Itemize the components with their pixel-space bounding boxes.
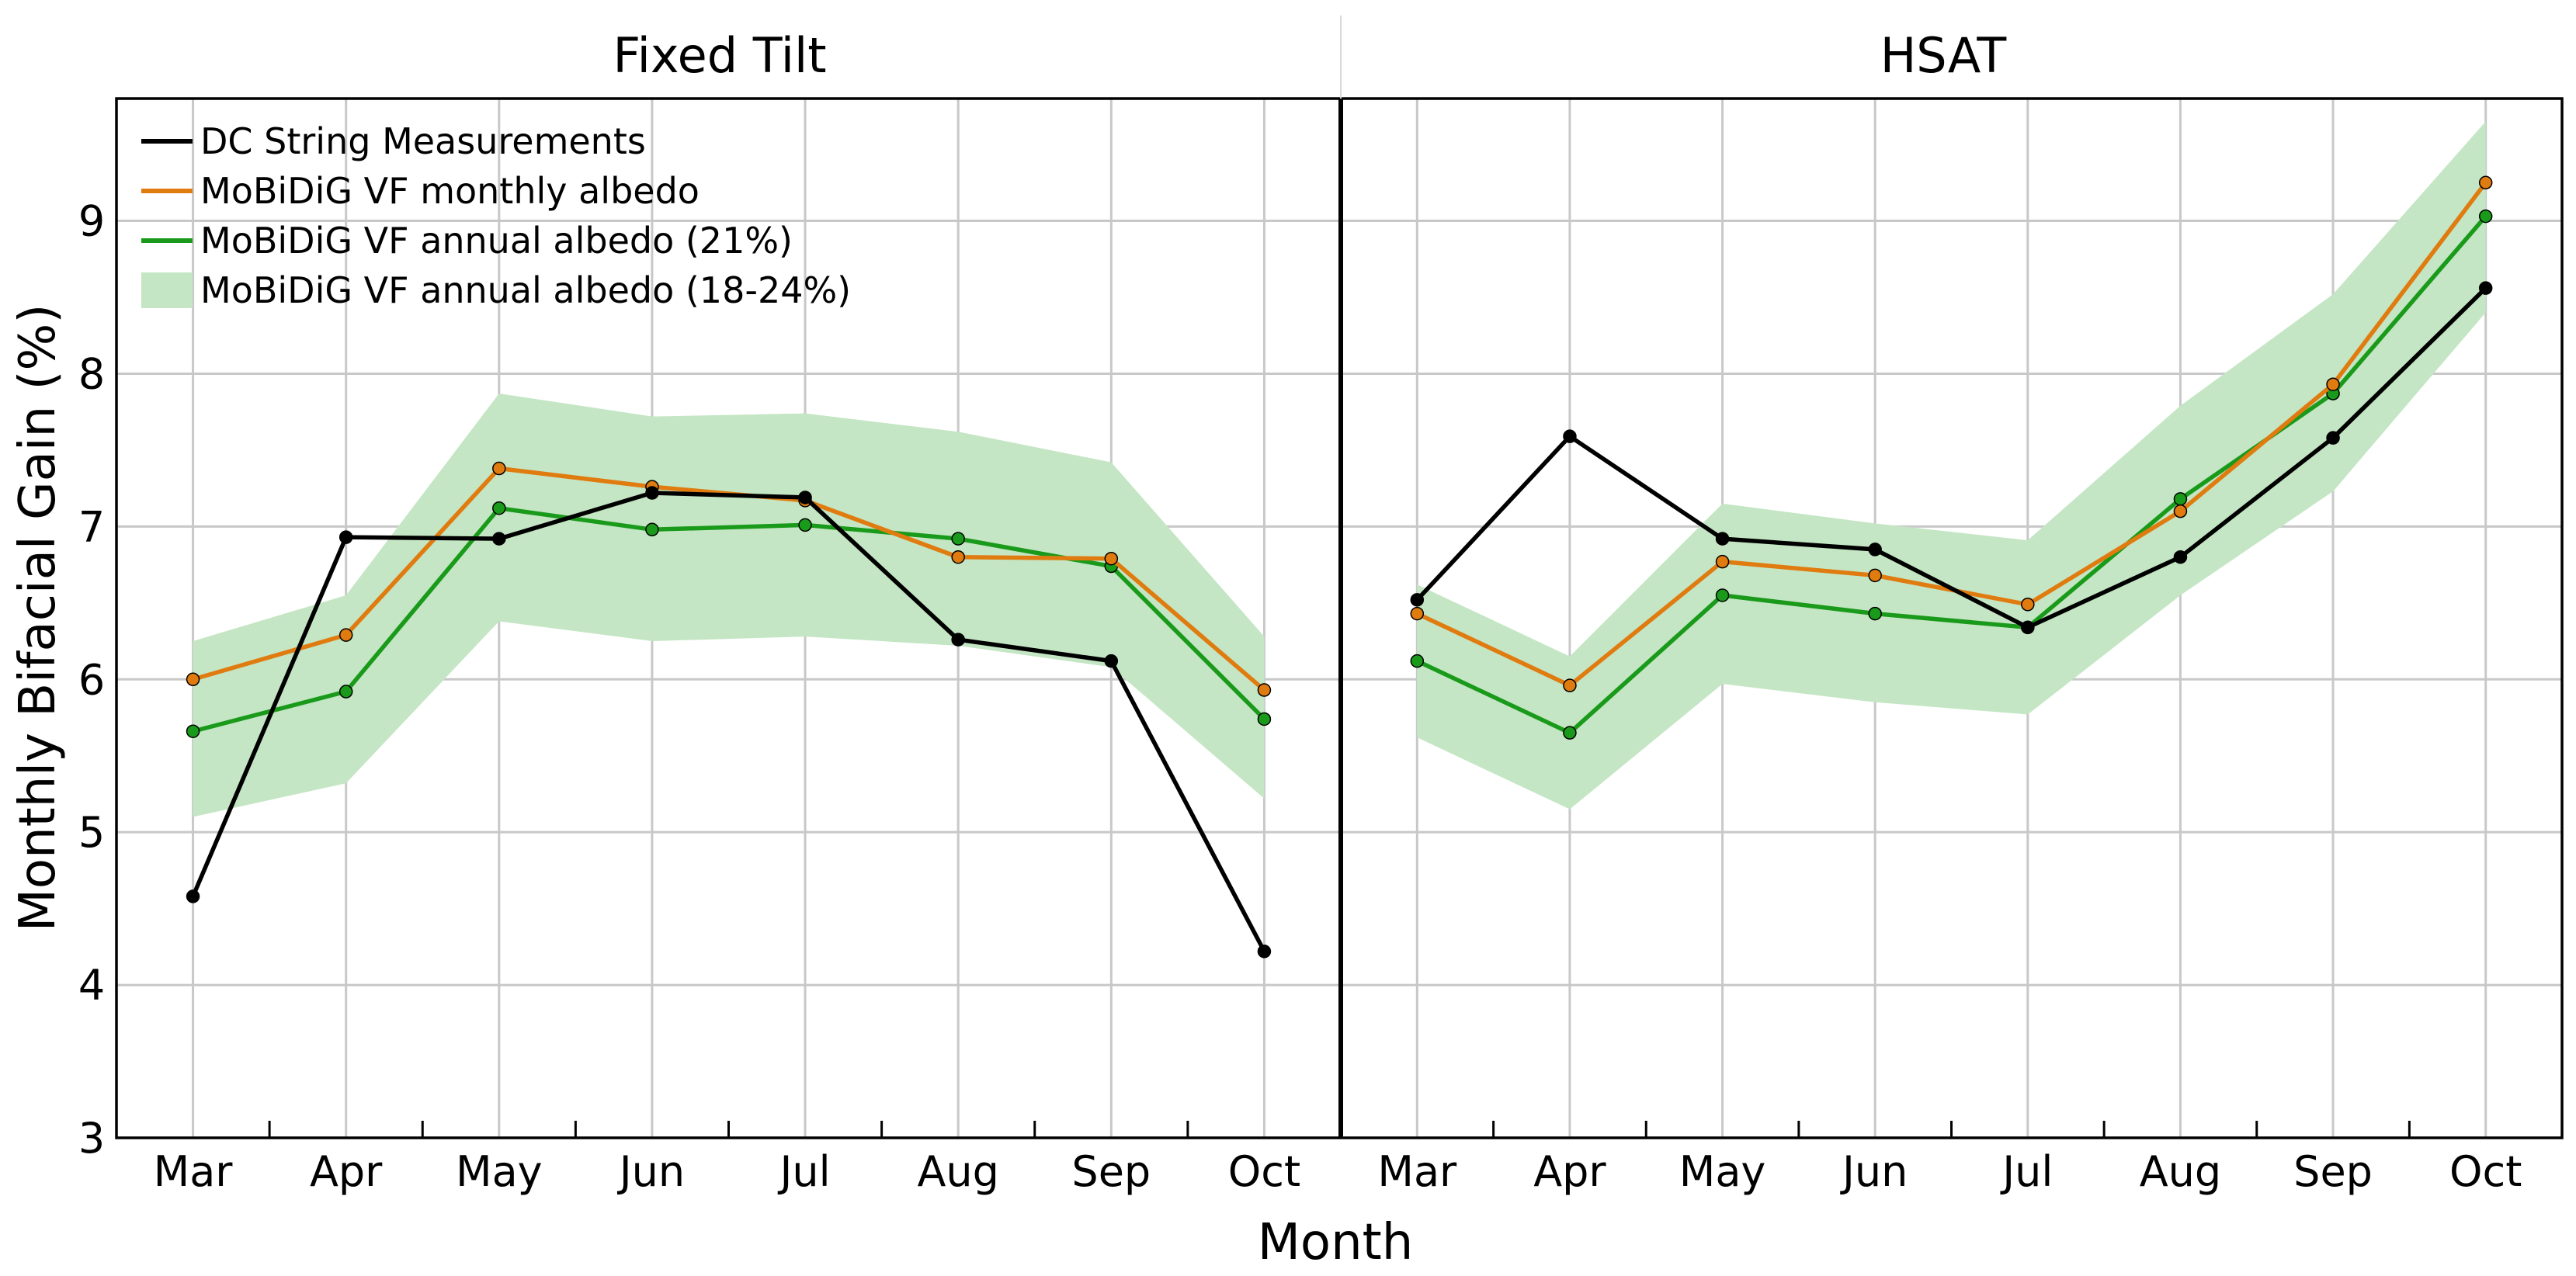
series-layer — [186, 175, 2493, 959]
x-tick-label-fixed-tilt-4: Jul — [777, 1147, 830, 1196]
series-point-fixed-tilt-annual-albedo-5 — [951, 532, 965, 546]
y-axis-title: Monthly Bifacial Gain (%) — [9, 304, 67, 932]
series-point-hsat-measurements-7 — [2478, 281, 2493, 295]
y-tick-label-1: 4 — [78, 961, 105, 1010]
series-point-hsat-measurements-5 — [2173, 550, 2188, 564]
series-point-hsat-monthly-albedo-0 — [1410, 606, 1425, 621]
y-tick-label-3: 6 — [78, 655, 105, 704]
legend-label-band: MoBiDiG VF annual albedo (18-24%) — [200, 269, 851, 311]
series-point-hsat-measurements-4 — [2021, 620, 2035, 635]
series-point-fixed-tilt-annual-albedo-7 — [1257, 712, 1272, 726]
series-point-hsat-annual-albedo-1 — [1563, 726, 1577, 740]
series-line-fixed-tilt-measurements — [191, 491, 1266, 953]
series-point-fixed-tilt-measurements-7 — [1257, 945, 1272, 959]
label-layer: Fixed Tilt HSAT Month Monthly Bifacial G… — [9, 27, 2522, 1271]
legend-label-measurements: DC String Measurements — [200, 120, 646, 162]
series-point-hsat-monthly-albedo-5 — [2173, 504, 2188, 518]
x-tick-label-fixed-tilt-2: May — [456, 1147, 543, 1196]
series-point-fixed-tilt-measurements-5 — [951, 633, 965, 647]
series-point-fixed-tilt-annual-albedo-3 — [645, 522, 659, 537]
legend-label-annual: MoBiDiG VF annual albedo (21%) — [200, 220, 793, 262]
series-point-hsat-monthly-albedo-6 — [2326, 377, 2340, 391]
series-point-fixed-tilt-measurements-6 — [1104, 654, 1119, 668]
x-tick-label-hsat-2: May — [1679, 1147, 1766, 1196]
x-tick-label-hsat-4: Jul — [2000, 1147, 2053, 1196]
x-tick-label-hsat-3: Jun — [1840, 1147, 1908, 1196]
x-tick-label-hsat-0: Mar — [1377, 1147, 1457, 1196]
series-point-hsat-monthly-albedo-1 — [1563, 678, 1577, 692]
x-tick-label-fixed-tilt-1: Apr — [310, 1147, 383, 1196]
x-axis-title: Month — [1258, 1214, 1414, 1271]
legend-swatch-band — [141, 272, 193, 308]
series-point-hsat-measurements-0 — [1410, 593, 1425, 607]
series-line-hsat-measurements — [1415, 286, 2487, 630]
panel-title-fixed-tilt: Fixed Tilt — [613, 27, 826, 84]
series-point-hsat-monthly-albedo-3 — [1868, 568, 1882, 583]
x-tick-label-fixed-tilt-3: Jun — [617, 1147, 685, 1196]
band-layer — [193, 121, 2486, 817]
x-tick-label-fixed-tilt-5: Aug — [917, 1147, 998, 1196]
series-point-hsat-measurements-1 — [1563, 429, 1577, 443]
series-point-hsat-monthly-albedo-7 — [2478, 175, 2493, 190]
series-line-fixed-tilt-annual-albedo — [192, 505, 1266, 733]
series-point-fixed-tilt-monthly-albedo-0 — [186, 672, 200, 687]
y-tick-label-5: 8 — [78, 349, 105, 398]
y-tick-label-4: 7 — [78, 502, 105, 551]
x-tick-label-fixed-tilt-7: Oct — [1228, 1147, 1300, 1196]
series-point-hsat-annual-albedo-7 — [2478, 209, 2493, 224]
series-point-fixed-tilt-annual-albedo-1 — [338, 685, 353, 699]
series-point-fixed-tilt-annual-albedo-0 — [186, 724, 200, 738]
series-point-hsat-measurements-6 — [2326, 431, 2340, 445]
x-tick-label-hsat-5: Aug — [2140, 1147, 2221, 1196]
panel-title-hsat: HSAT — [1880, 27, 2008, 84]
legend-label-monthly: MoBiDiG VF monthly albedo — [200, 170, 700, 212]
series-point-fixed-tilt-annual-albedo-2 — [492, 501, 506, 515]
x-tick-label-fixed-tilt-6: Sep — [1071, 1147, 1151, 1196]
series-point-hsat-annual-albedo-0 — [1410, 654, 1425, 668]
series-point-fixed-tilt-monthly-albedo-2 — [492, 461, 506, 476]
x-tick-label-fixed-tilt-0: Mar — [154, 1147, 234, 1196]
x-tick-label-hsat-7: Oct — [2449, 1147, 2522, 1196]
frame-layer — [115, 16, 2564, 1139]
series-line-hsat-annual-albedo — [1416, 214, 2487, 735]
series-point-fixed-tilt-monthly-albedo-6 — [1104, 551, 1119, 566]
series-point-fixed-tilt-annual-albedo-4 — [798, 518, 812, 532]
series-point-hsat-annual-albedo-5 — [2173, 492, 2188, 506]
band-hsat — [1417, 121, 2486, 810]
legend: DC String Measurements MoBiDiG VF monthl… — [141, 120, 851, 311]
series-point-fixed-tilt-measurements-0 — [186, 889, 200, 903]
x-tick-label-hsat-1: Apr — [1533, 1147, 1606, 1196]
x-tick-label-hsat-6: Sep — [2293, 1147, 2373, 1196]
y-tick-label-0: 3 — [78, 1114, 105, 1163]
series-point-fixed-tilt-monthly-albedo-1 — [338, 628, 353, 642]
series-point-hsat-monthly-albedo-4 — [2021, 598, 2035, 612]
series-point-fixed-tilt-monthly-albedo-7 — [1257, 683, 1272, 697]
series-point-fixed-tilt-measurements-4 — [798, 491, 812, 505]
series-point-fixed-tilt-measurements-3 — [645, 486, 659, 500]
y-tick-label-2: 5 — [78, 808, 105, 857]
y-tick-label-6: 9 — [78, 197, 105, 246]
series-point-hsat-annual-albedo-2 — [1715, 588, 1730, 602]
series-point-hsat-measurements-2 — [1715, 532, 1730, 546]
series-point-hsat-measurements-3 — [1868, 543, 1882, 557]
band-fixed-tilt — [193, 394, 1265, 817]
series-point-fixed-tilt-measurements-2 — [492, 532, 506, 546]
series-point-fixed-tilt-monthly-albedo-5 — [951, 550, 965, 564]
series-point-hsat-annual-albedo-3 — [1868, 606, 1882, 621]
series-point-fixed-tilt-measurements-1 — [338, 530, 353, 544]
series-point-hsat-monthly-albedo-2 — [1715, 554, 1730, 569]
